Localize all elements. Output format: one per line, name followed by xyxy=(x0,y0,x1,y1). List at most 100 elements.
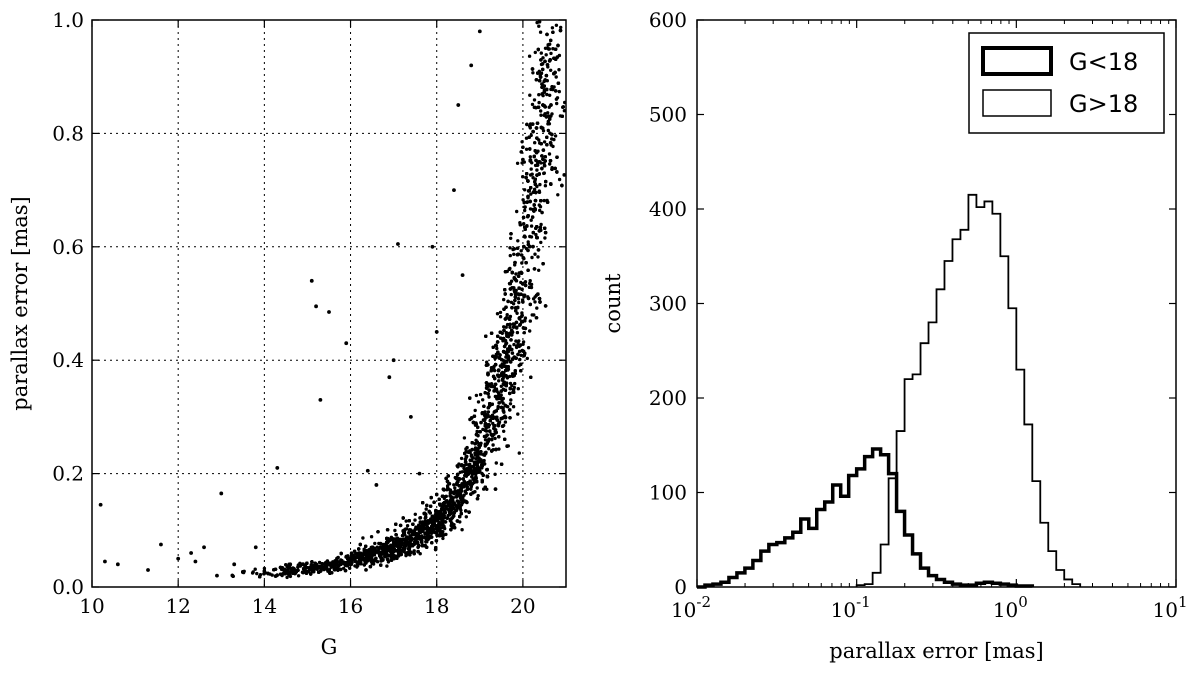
scatter-point xyxy=(535,235,539,240)
scatter-point xyxy=(487,388,491,392)
scatter-point xyxy=(505,334,509,338)
scatter-point xyxy=(472,414,477,418)
scatter-point xyxy=(527,285,532,289)
scatter-point xyxy=(521,198,525,202)
scatter-point xyxy=(272,568,276,572)
scatter-point xyxy=(484,363,489,367)
scatter-point xyxy=(475,497,480,501)
scatter-point xyxy=(370,554,374,558)
scatter-point xyxy=(508,253,512,258)
scatter-point xyxy=(417,523,421,527)
scatter-point xyxy=(286,568,290,572)
scatter-point xyxy=(486,439,490,443)
scatter-point xyxy=(458,496,463,500)
scatter-point xyxy=(539,240,543,245)
scatter-point xyxy=(546,111,550,115)
scatter-point xyxy=(413,512,417,516)
scatter-point xyxy=(505,349,510,354)
scatter-point xyxy=(498,353,502,357)
scatter-point xyxy=(370,560,374,564)
scatter-point xyxy=(522,222,526,226)
scatter-point xyxy=(329,565,333,569)
scatter-point xyxy=(433,517,437,521)
scatter-point xyxy=(493,424,497,428)
scatter-point xyxy=(495,340,500,344)
scatter-point xyxy=(511,357,515,361)
scatter-point xyxy=(486,406,490,410)
scatter-point xyxy=(464,455,468,459)
scatter-point xyxy=(465,487,470,491)
scatter-point xyxy=(475,449,480,453)
scatter-point xyxy=(504,368,508,373)
scatter-point xyxy=(546,47,551,51)
scatter-point xyxy=(457,477,462,481)
scatter-point xyxy=(499,462,504,466)
scatter-point xyxy=(528,124,532,129)
scatter-point xyxy=(539,71,544,75)
scatter-point xyxy=(473,408,477,413)
scatter-point xyxy=(407,547,411,552)
scatter-point xyxy=(513,295,518,299)
scatter-point xyxy=(420,540,424,544)
scatter-point xyxy=(522,331,526,335)
scatter-point xyxy=(543,59,547,64)
scatter-point xyxy=(536,47,540,52)
scatter-point xyxy=(539,58,543,62)
scatter-point xyxy=(538,225,543,230)
scatter-point xyxy=(530,172,534,176)
scatter-point xyxy=(517,286,521,290)
scatter-point xyxy=(514,356,518,360)
scatter-point xyxy=(402,530,407,534)
scatter-point xyxy=(305,561,309,565)
scatter-point xyxy=(537,100,541,105)
scatter-point xyxy=(532,98,537,102)
scatter-point xyxy=(504,316,509,320)
scatter-point xyxy=(493,356,497,360)
scatter-point xyxy=(516,239,520,243)
scatter-point xyxy=(493,472,497,476)
scatter-point xyxy=(557,177,562,182)
scatter-point xyxy=(523,208,527,213)
scatter-point xyxy=(504,305,508,309)
scatter-point xyxy=(541,103,545,107)
scatter-point xyxy=(356,563,360,567)
scatter-point xyxy=(532,154,536,159)
scatter-point xyxy=(470,441,474,445)
scatter-point xyxy=(522,200,526,205)
scatter-point xyxy=(516,352,520,357)
scatter-point xyxy=(519,369,523,373)
scatter-point xyxy=(460,470,465,474)
scatter-point xyxy=(458,493,463,497)
scatter-point xyxy=(529,375,533,379)
scatter-point xyxy=(533,300,537,304)
scatter-point xyxy=(530,67,535,71)
scatter-point xyxy=(530,215,535,219)
scatter-point xyxy=(526,214,530,218)
scatter-point xyxy=(459,487,463,491)
scatter-point xyxy=(461,485,466,489)
scatter-point xyxy=(554,23,559,27)
scatter-point xyxy=(514,272,518,276)
scatter-point xyxy=(489,331,494,335)
scatter-point xyxy=(523,319,527,323)
scatter-point xyxy=(453,503,457,507)
scatter-point xyxy=(542,113,547,118)
scatter-point xyxy=(520,287,524,291)
scatter-point xyxy=(509,360,513,364)
scatter-point xyxy=(466,472,470,476)
scatter-point xyxy=(346,557,350,561)
scatter-point xyxy=(494,343,498,348)
scatter-point xyxy=(384,548,389,553)
scatter-point xyxy=(335,561,339,565)
scatter-point xyxy=(317,560,322,565)
scatter-point xyxy=(482,462,487,466)
scatter-point xyxy=(469,487,473,491)
scatter-point xyxy=(490,438,494,442)
scatter-point xyxy=(476,494,480,498)
scatter-point xyxy=(491,421,495,426)
scatter-point xyxy=(389,558,394,562)
scatter-point xyxy=(497,356,502,360)
scatter-point xyxy=(539,109,543,113)
scatter-point xyxy=(468,396,472,400)
scatter-point xyxy=(507,267,512,271)
